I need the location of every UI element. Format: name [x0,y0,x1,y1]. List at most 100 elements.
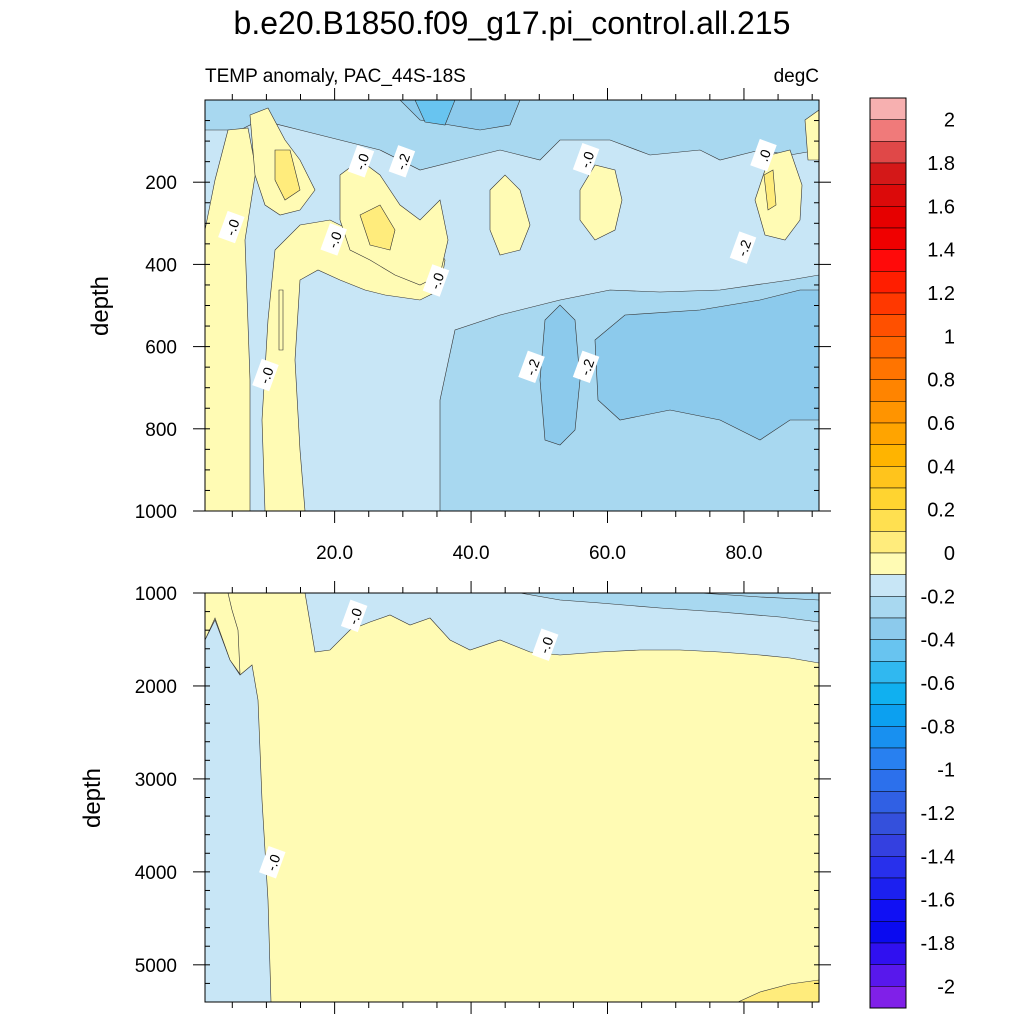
chart-title: b.e20.B1850.f09_g17.pi_control.all.215 [234,5,791,41]
colorbar-box [869,596,907,619]
contour-label: -.2 [729,231,757,264]
colorbar-label: -1 [937,760,955,782]
colorbar-box [869,119,907,142]
colorbar [869,97,907,1009]
x-tick-label: 40.0 [453,543,490,564]
colorbar-label: 2 [944,110,955,132]
y-tick-label: 1000 [135,502,177,523]
colorbar-label: 1.4 [927,240,955,262]
chart-subtitle-left: TEMP anomaly, PAC_44S-18S [205,66,466,87]
contour-label: -.0 [252,358,279,392]
y-tick-label: 3000 [135,770,177,791]
y-tick-label: 800 [145,420,177,441]
colorbar-label: 1.6 [927,196,955,218]
colorbar-box [869,531,907,554]
colorbar-box [869,336,907,359]
colorbar-label: -1.6 [921,890,955,912]
colorbar-label: 0.4 [927,456,955,478]
contour-label: -.0 [422,264,450,297]
colorbar-label: -2 [937,976,955,998]
y-tick-label: 200 [145,173,177,194]
colorbar-box [869,487,907,510]
colorbar-box [869,639,907,662]
contour-label: -.2 [388,145,416,178]
x-tick-label: 20.0 [316,543,353,564]
y-tick-label: 1000 [135,584,177,605]
colorbar-box [869,552,907,575]
lower-y-axis: 1000 2000 3000 4000 5000 [135,584,831,1003]
y-tick-label: 400 [145,255,177,276]
colorbar-box [869,509,907,532]
colorbar-box [869,97,907,120]
colorbar-box [869,986,907,1009]
lower-panel-fields [205,593,819,1002]
colorbar-box [869,942,907,965]
colorbar-box [869,856,907,879]
colorbar-box [869,249,907,272]
colorbar-box [869,206,907,229]
colorbar-box [869,747,907,770]
contour-label: -.2 [572,350,600,384]
x-axis: 20.0 40.0 60.0 80.0 [231,88,813,564]
colorbar-box [869,444,907,467]
contour-label: -.0 [218,210,245,244]
colorbar-label: 1.8 [927,153,955,175]
svg-text:-.2: -.2 [577,357,598,378]
y-tick-label: 4000 [135,863,177,884]
colorbar-box [869,812,907,835]
chart-subtitle-right: degC [774,66,819,87]
colorbar-box [869,877,907,900]
colorbar-box [869,899,907,922]
contour-label: -.2 [518,350,545,384]
upper-y-axis-label: depth [87,276,114,336]
contour-label: -.0 [347,145,375,178]
svg-text:-.2: -.2 [522,357,543,378]
colorbar-label: 0.8 [927,370,955,392]
x-tick-label: 80.0 [725,543,762,564]
y-tick-label: 5000 [135,956,177,977]
colorbar-label: 1.2 [927,283,955,305]
colorbar-box [869,617,907,640]
lower-contour-labels: -.0 -.0 -.0 [259,599,559,879]
colorbar-box [869,184,907,207]
colorbar-box [869,141,907,164]
colorbar-label: -1.8 [921,933,955,955]
colorbar-label: -1.4 [921,846,955,868]
colorbar-label: -0.2 [921,586,955,608]
colorbar-label: -1.2 [921,803,955,825]
colorbar-label: -0.4 [921,630,955,652]
colorbar-label: 0.6 [927,413,955,435]
colorbar-box [869,704,907,727]
colorbar-box [869,379,907,402]
y-tick-label: 600 [145,338,177,359]
colorbar-box [869,964,907,987]
colorbar-box [869,227,907,250]
colorbar-label: 0 [944,543,955,565]
colorbar-labels: 2 1.8 1.6 1.4 1.2 1 0.8 0.6 0.4 0.2 0 -0.2 -0.4 -0.6 -… [921,110,955,999]
colorbar-box [869,314,907,337]
colorbar-box [869,791,907,814]
contour-label: -.0 [259,845,286,879]
colorbar-box [869,682,907,705]
colorbar-box [869,466,907,489]
svg-text:-.0: -.0 [263,852,284,873]
svg-text:-.0: -.0 [577,149,598,170]
colorbar-box [869,726,907,749]
colorbar-box [869,834,907,857]
contour-label: -.0 [320,223,347,256]
colorbar-label: 0.2 [927,500,955,522]
colorbar-box [869,292,907,315]
svg-text:-.2: -.2 [393,151,414,172]
colorbar-box [869,422,907,445]
upper-contour-labels: -.0 -.2 -.0 .0 -.0 -.0 -.2 -.0 -.2 -.2 -.0 [218,138,777,392]
svg-text:.0: .0 [755,147,774,164]
colorbar-box [869,162,907,185]
svg-text:-.0: -.0 [427,270,448,291]
upper-y-axis: 200 400 600 800 1000 [135,99,831,523]
upper-panel-fields [205,100,819,511]
svg-text:-.0: -.0 [222,217,243,238]
svg-text:-.0: -.0 [324,229,345,250]
colorbar-label: -0.6 [921,673,955,695]
svg-text:-.0: -.0 [536,634,557,655]
